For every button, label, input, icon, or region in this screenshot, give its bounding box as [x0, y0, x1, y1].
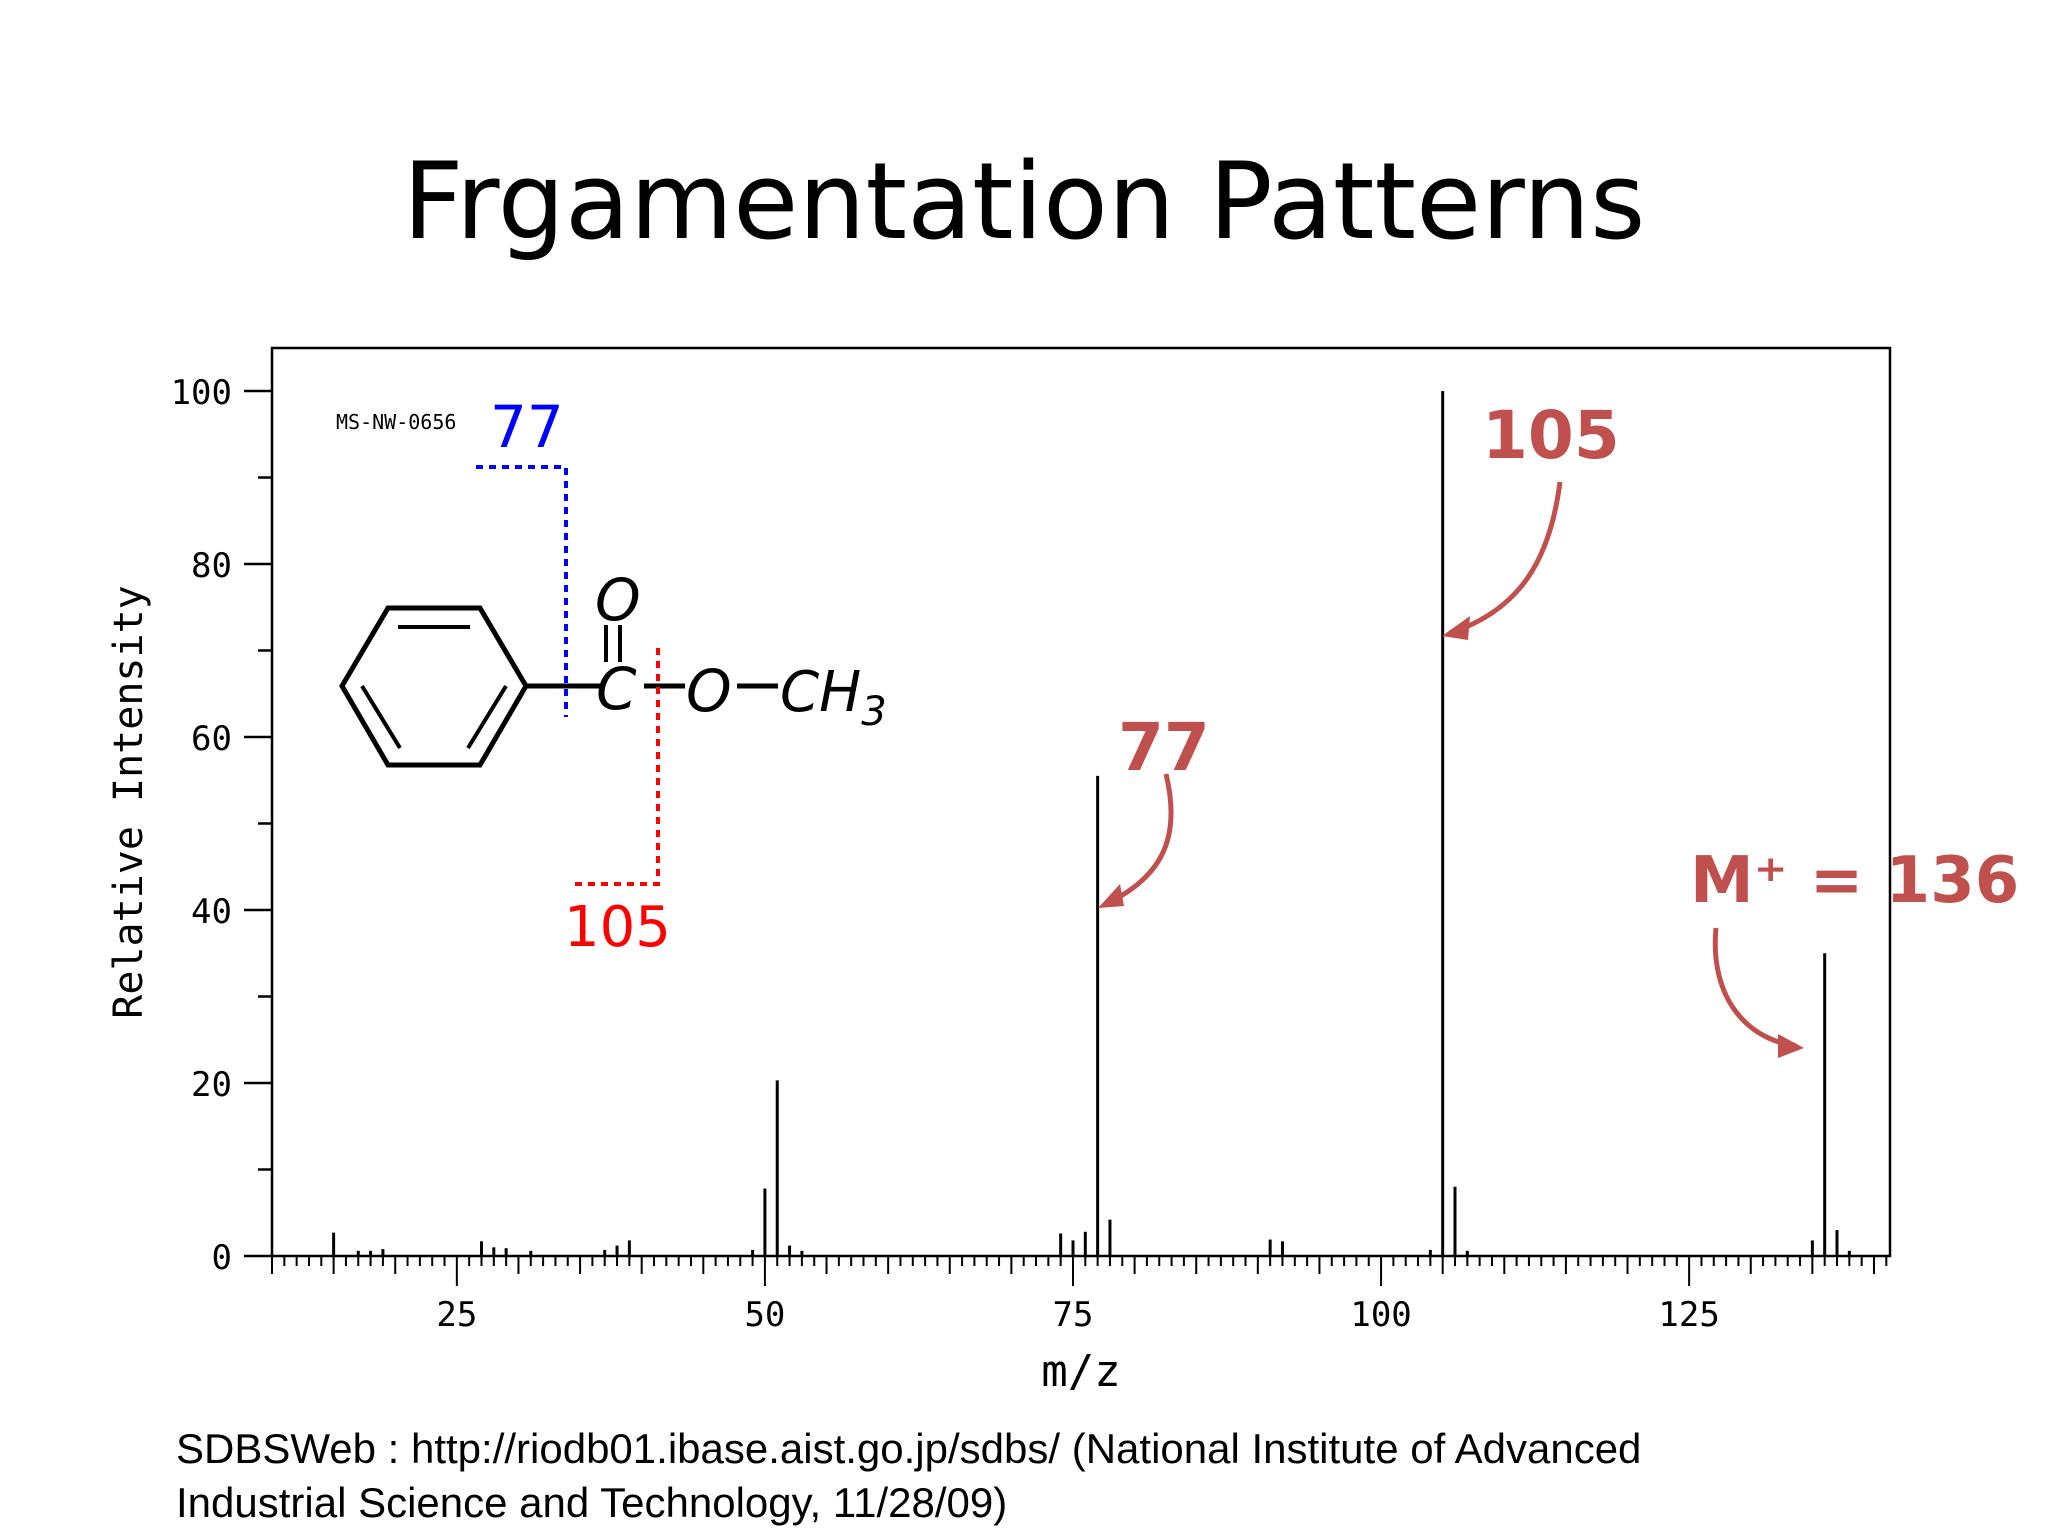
y-tick-label: 40: [191, 892, 232, 932]
methyl-group: CH3: [780, 660, 887, 735]
methyl-ch: CH: [780, 660, 861, 725]
annotation-molecular-ion: M⁺ = 136: [1690, 844, 2019, 918]
slide-title: Frgamentation Patterns: [402, 140, 1646, 263]
y-tick-label: 80: [191, 546, 232, 586]
arrowhead-105: [1442, 616, 1470, 640]
methyl-benzoate-structure: [339, 605, 778, 768]
peak-bars: [332, 391, 1851, 1256]
spectrum-id: MS-NW-0656: [336, 410, 456, 434]
y-tick-label: 100: [171, 373, 232, 413]
arrowhead-77: [1098, 884, 1124, 908]
ring-double-bond-left: [360, 684, 402, 750]
y-axis-label: Relative Intensity: [106, 585, 152, 1018]
plot-frame: [270, 346, 1892, 1258]
x-axis-label: m/z: [1041, 1346, 1120, 1397]
arrow-77: [1104, 773, 1174, 907]
arrowhead-molecular-ion: [1778, 1034, 1804, 1058]
citation-line-1: SDBSWeb : http://riodb01.ibase.aist.go.j…: [176, 1425, 1642, 1472]
x-tick-label: 100: [1350, 1295, 1411, 1335]
y-tick-label: 60: [191, 719, 232, 759]
annotation-77: 77: [1118, 709, 1210, 786]
ester-oxygen-atom: O: [686, 657, 732, 725]
red-cleavage-line: [572, 648, 660, 886]
carbonyl-oxygen-atom: O: [595, 566, 641, 634]
citation-line-2: Industrial Science and Technology, 11/28…: [176, 1479, 1008, 1526]
x-tick-label: 50: [744, 1295, 785, 1335]
blue-fragment-label: 77: [490, 393, 564, 461]
x-tick-label: 75: [1053, 1295, 1094, 1335]
y-tick-label: 0: [212, 1238, 232, 1278]
arrow-105: [1449, 481, 1563, 636]
carbonyl-carbon-atom: C: [596, 655, 637, 723]
ring-double-bond-right: [466, 684, 508, 750]
annotation-105: 105: [1482, 397, 1620, 474]
citation: SDBSWeb : http://riodb01.ibase.aist.go.j…: [176, 1422, 1976, 1530]
x-axis-ticks: 25 50 75 100 125: [271, 1256, 1888, 1335]
y-axis-ticks: 0 20 40 60 80 100: [171, 373, 272, 1278]
x-tick-label: 125: [1658, 1295, 1719, 1335]
x-tick-label: 25: [436, 1295, 477, 1335]
blue-cleavage-line: [476, 465, 568, 717]
red-fragment-label: 105: [564, 895, 671, 960]
y-tick-label: 20: [191, 1065, 232, 1105]
benzene-ring: [339, 605, 529, 768]
arrow-molecular-ion: [1712, 927, 1797, 1049]
methyl-subscript: 3: [861, 689, 886, 735]
